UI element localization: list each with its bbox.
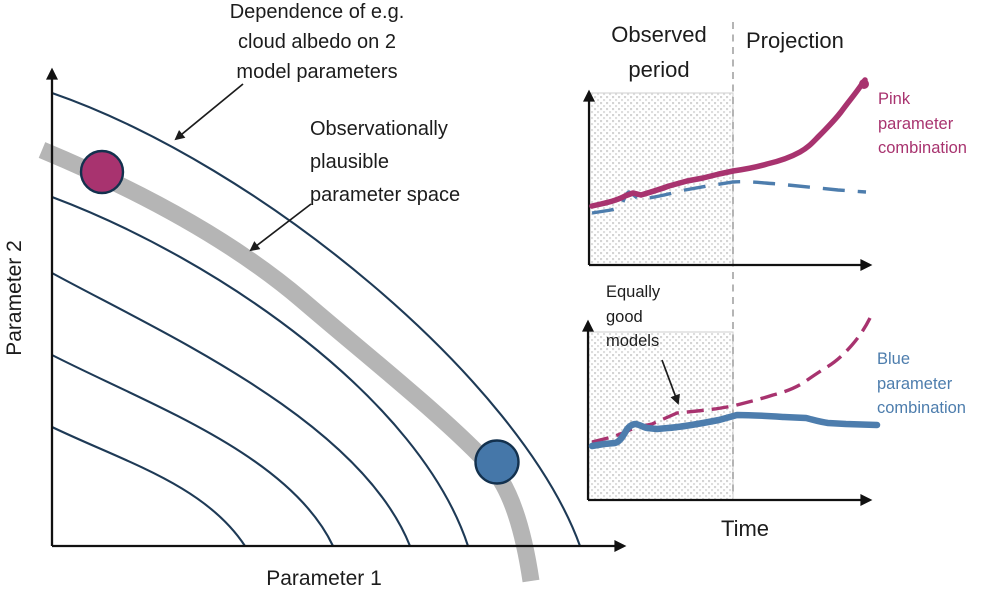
blue-series-label: Blue parameter combination	[877, 350, 966, 417]
pink-model-dot	[79, 149, 125, 195]
contour-line	[51, 354, 334, 547]
x-axis-label: Parameter 1	[266, 567, 382, 590]
plausible-band	[38, 142, 540, 583]
contour-line	[51, 196, 469, 547]
equally-good-models-label: Equally good models	[606, 283, 661, 350]
time-series-panels	[582, 22, 881, 506]
contour-line	[51, 272, 411, 547]
contour-annotation-arrow	[174, 83, 244, 141]
observed-period-label: Observed period	[611, 22, 707, 82]
projection-label: Projection	[746, 28, 844, 53]
contour-line	[51, 426, 246, 547]
band-annotation: Observationally plausible parameter spac…	[310, 118, 461, 206]
observed-region-bottom	[588, 331, 734, 501]
time-axis-label: Time	[720, 516, 770, 541]
observed-region-top	[589, 92, 734, 266]
equally-good-annotation-arrow	[661, 359, 680, 405]
blue-model-dot	[474, 439, 520, 485]
pink-series-bottom	[591, 317, 872, 444]
band-annotation-arrow	[249, 203, 312, 252]
contour-line	[51, 92, 581, 547]
pink-series-end-blob	[859, 79, 869, 89]
y-axis-label: Parameter 2	[3, 240, 26, 356]
blue-series-bottom	[588, 411, 881, 450]
pink-series-top	[589, 77, 868, 209]
contour-annotation: Dependence of e.g. cloud albedo on 2 mod…	[229, 1, 405, 83]
parameter-space-plot	[38, 67, 627, 583]
pink-series-label: Pink parameter combination	[878, 90, 967, 157]
